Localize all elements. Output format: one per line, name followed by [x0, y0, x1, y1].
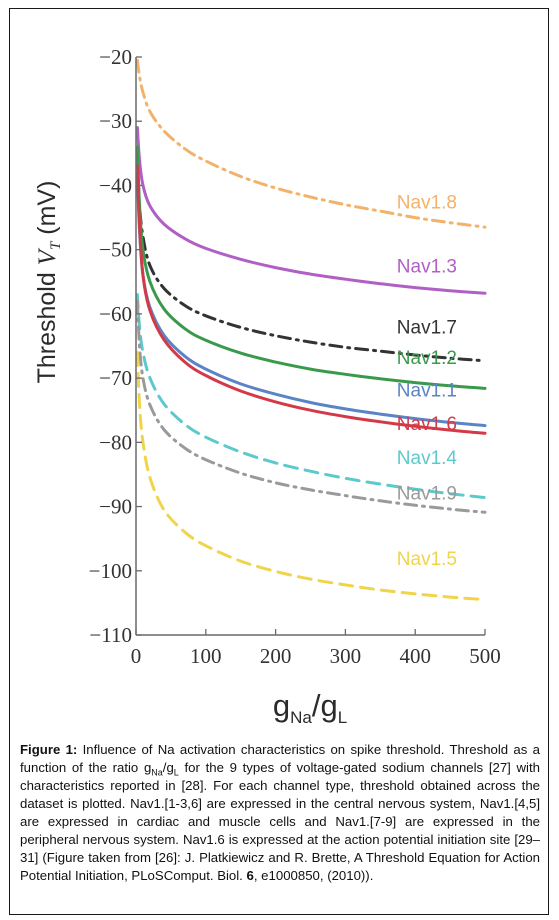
x-axis-title-slash-g: /g: [312, 688, 338, 723]
x-tick-label: 200: [260, 644, 292, 668]
caption-tail: , e1000850, (2010)).: [253, 868, 374, 883]
y-axis-title: Threshold VT (mV): [33, 181, 64, 384]
x-axis-title: gNa/gL: [273, 688, 347, 727]
series-line-nav1-3: [135, 126, 487, 295]
plot-area: Nav1.8 Nav1.3 Nav1.7 Nav1.2 Nav1.1 Nav1.6 Nav1…: [89, 45, 501, 668]
x-tick-label: 0: [131, 644, 142, 668]
series-line-nav1-4: [135, 293, 487, 500]
y-tick-label: −40: [99, 173, 132, 197]
y-tick-label: −70: [99, 366, 132, 390]
y-axis-title-symbol: V: [34, 247, 61, 265]
series-line-nav1-5: [135, 350, 487, 602]
series-label-nav1-6: Nav1.6: [397, 414, 457, 435]
x-axis-title-sub-l: L: [338, 708, 347, 727]
x-tick-label: 400: [399, 644, 431, 668]
y-tick-label: −80: [99, 430, 132, 454]
series-label-nav1-1: Nav1.1: [397, 381, 457, 402]
series-labels: Nav1.8 Nav1.3 Nav1.7 Nav1.2 Nav1.1 Nav1.6 Nav1…: [397, 193, 458, 570]
series-label-nav1-5: Nav1.5: [397, 549, 457, 570]
y-axis-title-unit: (mV): [33, 181, 61, 242]
x-tick-label: 100: [190, 644, 222, 668]
caption-label: Figure 1:: [20, 742, 78, 757]
series-label-nav1-3: Nav1.3: [397, 257, 457, 278]
y-tick-label: −60: [99, 302, 132, 326]
y-tick-label: −50: [99, 238, 132, 262]
y-tick-label: −30: [99, 109, 132, 133]
y-tick-label: −20: [99, 45, 132, 69]
y-axis-title-subscript: T: [48, 240, 64, 250]
threshold-chart: Nav1.8 Nav1.3 Nav1.7 Nav1.2 Nav1.1 Nav1.6 Nav1…: [33, 45, 501, 727]
series-line-nav1-7: [135, 158, 487, 363]
series-label-nav1-4: Nav1.4: [397, 448, 458, 469]
caption-volume: 6: [246, 868, 254, 883]
series-label-nav1-7: Nav1.7: [397, 318, 457, 339]
caption-sub-na: Na: [151, 767, 163, 778]
y-tick-label: −100: [89, 559, 132, 583]
x-tick-label: 300: [330, 644, 362, 668]
figure-frame: [9, 8, 549, 915]
series-label-nav1-8: Nav1.8: [397, 193, 457, 214]
y-tick-label: −90: [99, 495, 132, 519]
series-label-nav1-9: Nav1.9: [397, 483, 457, 504]
x-axis-title-g: g: [273, 688, 290, 723]
series-line-nav1-9: [135, 299, 487, 514]
x-tick-label: 500: [469, 644, 501, 668]
caption-sub-l: L: [173, 767, 179, 778]
figure-caption: Figure 1: Influence of Na activation cha…: [20, 741, 540, 885]
series-line-nav1-2: [135, 145, 487, 390]
caption-mid: /g: [162, 760, 174, 775]
series-line-nav1-6: [135, 164, 487, 435]
caption-text-2: for the 9 types of voltage-gated sodium …: [20, 760, 540, 883]
y-axis-title-word: Threshold: [33, 265, 61, 383]
series-layer: [135, 58, 487, 602]
series-line-nav1-8: [135, 58, 487, 229]
y-tick-label: −110: [89, 623, 132, 647]
series-label-nav1-2: Nav1.2: [397, 348, 457, 369]
x-axis-title-sub-na: Na: [290, 708, 312, 727]
caption-text-1: Influence of Na activation characteristi…: [20, 742, 540, 775]
